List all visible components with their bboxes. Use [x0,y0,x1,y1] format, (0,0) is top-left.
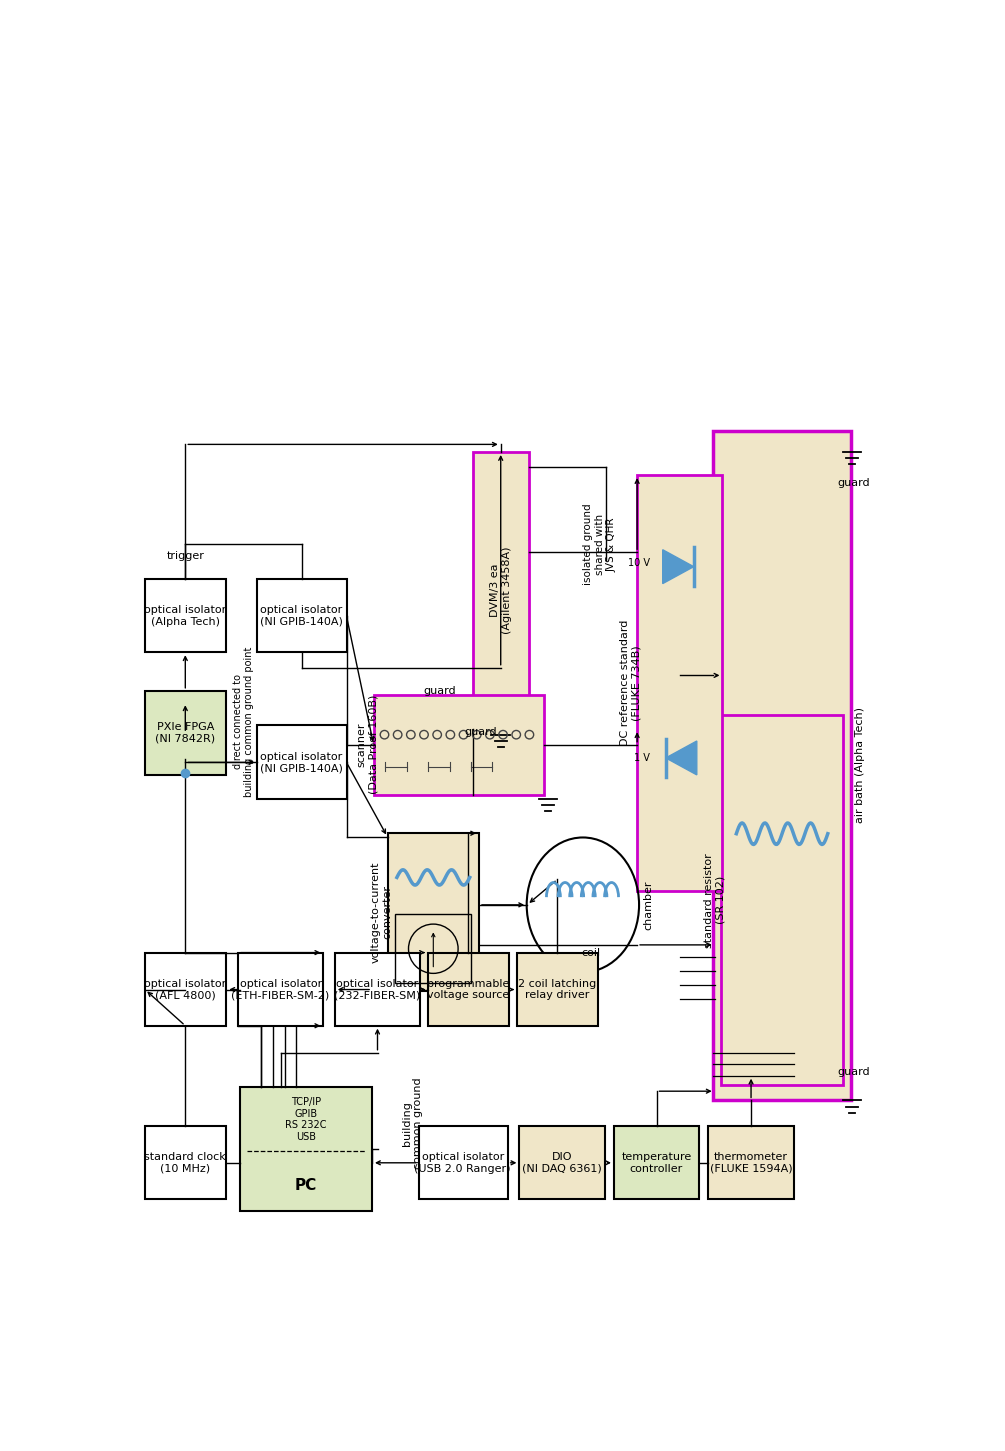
Text: optical isolator
(AFL 4800): optical isolator (AFL 4800) [144,979,226,1000]
Text: isolated ground
shared with
JVS & QHR: isolated ground shared with JVS & QHR [583,503,616,585]
Bar [517,953,598,1026]
Text: scanner
(Data Proof 160B): scanner (Data Proof 160B) [357,695,378,794]
Text: 2 coil latching
relay driver: 2 coil latching relay driver [519,979,596,1000]
Bar [428,953,510,1026]
Text: building
common ground: building common ground [402,1078,423,1170]
Text: programmable
voltage source: programmable voltage source [427,979,510,1000]
Text: direct connected to
building common ground point: direct connected to building common grou… [232,646,254,797]
Text: DIO
(NI DAQ 6361): DIO (NI DAQ 6361) [522,1152,602,1174]
Bar [257,579,347,653]
Text: chamber: chamber [644,881,653,930]
Bar [418,1126,508,1199]
Text: guard: guard [838,1066,870,1077]
Text: voltage-to-current
converter: voltage-to-current converter [371,862,392,963]
Text: optical isolator
(USB 2.0 Ranger): optical isolator (USB 2.0 Ranger) [414,1152,511,1174]
Bar [709,1126,794,1199]
Bar [374,695,544,795]
Bar [145,953,226,1026]
Text: optical isolator
(232-FIBER-SM): optical isolator (232-FIBER-SM) [335,979,421,1000]
Bar [472,453,529,730]
Bar [240,1087,372,1210]
Text: optical isolator
(ETH-FIBER-SM-2): optical isolator (ETH-FIBER-SM-2) [231,979,330,1000]
Text: guard: guard [423,686,456,696]
Text: coil: coil [581,948,600,958]
Text: DC reference standard
(FLUKE 734B): DC reference standard (FLUKE 734B) [620,620,642,746]
Text: thermometer
(FLUKE 1594A): thermometer (FLUKE 1594A) [710,1152,792,1174]
Bar [637,474,723,891]
Text: standard resistor
(SR 102): standard resistor (SR 102) [704,853,726,948]
Text: 10 V: 10 V [628,557,650,567]
Bar [145,691,226,775]
Bar [614,1126,699,1199]
Text: standard clock
(10 MHz): standard clock (10 MHz) [145,1152,226,1174]
Bar [520,1126,605,1199]
Text: TCP/IP
GPIB
RS 232C
USB: TCP/IP GPIB RS 232C USB [285,1097,327,1142]
Bar [395,914,471,984]
Polygon shape [662,550,693,583]
Bar [335,953,420,1026]
Polygon shape [665,741,696,775]
Text: 1 V: 1 V [634,753,650,763]
Text: PXIe FPGA
(NI 7842R): PXIe FPGA (NI 7842R) [155,723,215,744]
Bar [145,1126,226,1199]
Text: trigger: trigger [167,551,204,562]
Text: temperature
controller: temperature controller [621,1152,691,1174]
Bar [721,715,843,1085]
Bar [257,726,347,798]
Bar [238,953,324,1026]
Bar [714,431,851,1100]
Bar [388,833,479,991]
Text: optical isolator
(Alpha Tech): optical isolator (Alpha Tech) [144,605,226,627]
Text: air bath (Alpha Tech): air bath (Alpha Tech) [855,708,865,824]
Text: DVM/3 ea
(Agilent 3458A): DVM/3 ea (Agilent 3458A) [489,547,512,634]
Text: optical isolator
(NI GPIB-140A): optical isolator (NI GPIB-140A) [260,605,343,627]
Bar [145,579,226,653]
Text: PC: PC [295,1178,318,1193]
Text: guard: guard [464,727,496,737]
Text: guard: guard [838,477,870,488]
Text: optical isolator
(NI GPIB-140A): optical isolator (NI GPIB-140A) [260,752,343,773]
